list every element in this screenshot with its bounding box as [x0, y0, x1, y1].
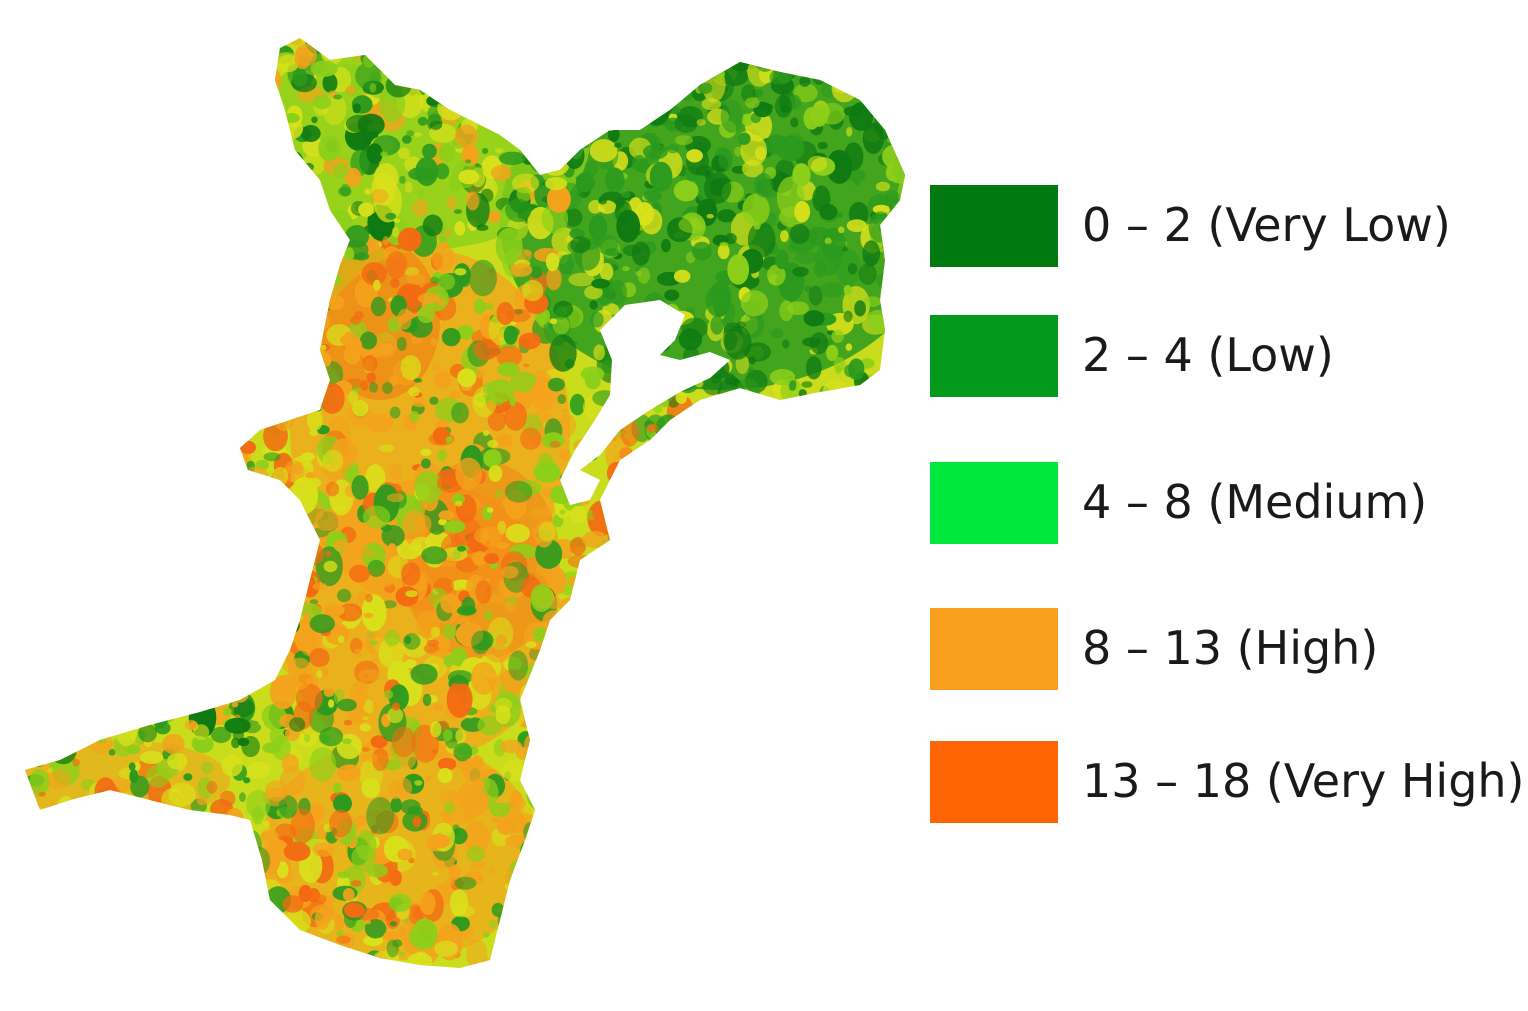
legend-swatch — [930, 608, 1058, 690]
legend-item-low: 2 – 4 (Low) — [930, 315, 1520, 399]
legend-label: 8 – 13 (High) — [1082, 621, 1379, 675]
risk-map — [25, 38, 905, 968]
region-fill — [25, 38, 905, 968]
legend: 0 – 2 (Very Low) 2 – 4 (Low) 4 – 8 (Medi… — [930, 185, 1525, 835]
legend-swatch — [930, 741, 1058, 823]
legend-swatch — [930, 315, 1058, 397]
legend-label: 13 – 18 (Very High) — [1082, 754, 1525, 808]
legend-swatch — [930, 185, 1058, 267]
legend-label: 4 – 8 (Medium) — [1082, 475, 1428, 529]
region-map-svg — [25, 38, 905, 968]
lake-shape — [560, 300, 730, 505]
legend-label: 0 – 2 (Very Low) — [1082, 198, 1451, 252]
legend-label: 2 – 4 (Low) — [1082, 328, 1334, 382]
legend-item-medium: 4 – 8 (Medium) — [930, 462, 1520, 546]
legend-swatch — [930, 462, 1058, 544]
legend-item-high: 8 – 13 (High) — [930, 608, 1520, 692]
legend-item-very-high: 13 – 18 (Very High) — [930, 741, 1525, 825]
legend-item-very-low: 0 – 2 (Very Low) — [930, 185, 1520, 269]
